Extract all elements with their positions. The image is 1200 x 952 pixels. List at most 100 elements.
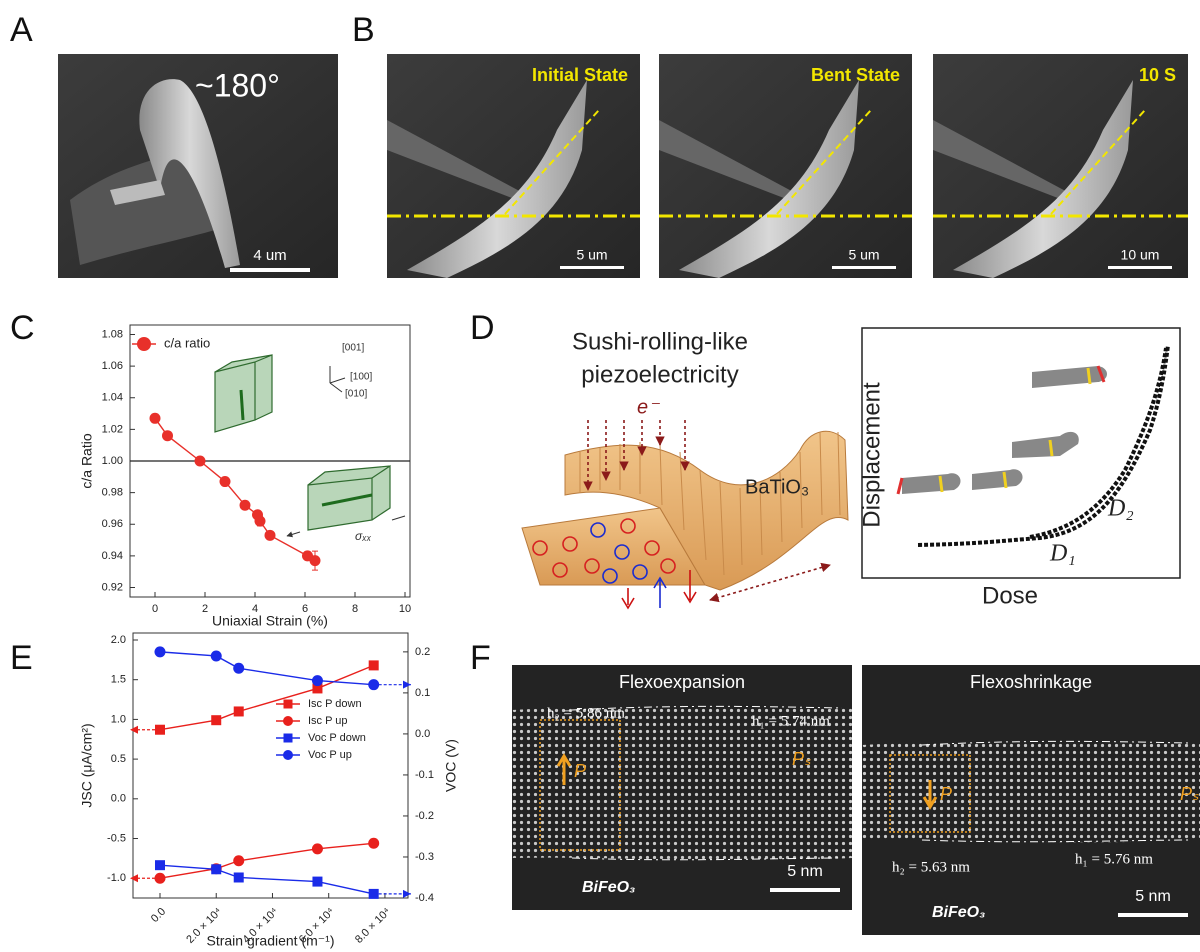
annotation: [010] <box>345 389 367 400</box>
lattice-band <box>862 740 1200 842</box>
marker <box>312 675 323 686</box>
scale-bar <box>832 266 896 269</box>
dipole-arrow <box>622 588 634 608</box>
marker <box>154 873 165 884</box>
schematic-title: Sushi-rolling-like <box>572 328 748 355</box>
y-tick-label: -0.5 <box>107 832 126 844</box>
series-line <box>160 652 374 685</box>
panel-label: A <box>10 11 33 49</box>
marker <box>369 660 379 670</box>
scale-label: 5 um <box>848 247 879 263</box>
x-tick-label: 8.0 × 10⁴ <box>353 906 393 946</box>
scale-bar <box>230 268 310 272</box>
marker <box>154 646 165 657</box>
y-tick-label: -0.4 <box>415 892 434 904</box>
y-tick-label: 0.0 <box>415 728 430 740</box>
image-background <box>387 54 640 278</box>
marker <box>368 838 379 849</box>
marker <box>162 430 173 441</box>
panel-label: B <box>352 11 375 49</box>
marker <box>220 476 231 487</box>
legend-marker <box>283 750 293 760</box>
polar-label: P <box>574 761 586 781</box>
legend-marker <box>283 716 293 726</box>
y-tick-label: 1.0 <box>111 713 126 725</box>
beam-label: e⁻ <box>637 396 660 418</box>
y-tick-label: 0.0 <box>111 793 126 805</box>
marker <box>312 843 323 854</box>
material-label: BiFeO₃ <box>932 904 985 921</box>
marker <box>368 679 379 690</box>
state-label: Initial State <box>532 65 628 85</box>
marker <box>234 706 244 716</box>
x-axis-label: Strain gradient (m⁻¹) <box>207 933 335 949</box>
marker <box>155 725 165 735</box>
x-tick-label: 0.0 <box>149 906 168 925</box>
curve-label: D₁ <box>1049 541 1076 567</box>
x-tick-label: 0 <box>152 603 158 615</box>
axis-pointer-head <box>403 681 411 689</box>
annotation: σₓₓ <box>355 529 372 543</box>
axis-pointer-head <box>130 874 138 882</box>
y-tick-label: -0.3 <box>415 851 434 863</box>
panel-label: E <box>10 639 33 677</box>
state-label: 10 S <box>1139 65 1176 85</box>
scale-label: 10 um <box>1121 247 1160 263</box>
y-tick-label: 1.00 <box>102 455 123 467</box>
marker <box>234 872 244 882</box>
schematic-d: Sushi-rolling-like piezoelectricity e⁻ B… <box>522 328 1180 609</box>
y-tick-label: 0.5 <box>111 753 126 765</box>
y-axis-label: JSC (μA/cm²) <box>79 723 95 807</box>
x-tick-label: 8 <box>352 603 358 615</box>
angle-label: ~180° <box>195 67 280 103</box>
image-title: Flexoshrinkage <box>970 672 1092 692</box>
y-tick-label: 0.94 <box>102 550 123 562</box>
panel-label: F <box>470 639 491 677</box>
y-tick-label: -0.1 <box>415 769 434 781</box>
y-tick-label: 2.0 <box>111 634 126 646</box>
axis-pointer-head <box>130 726 138 734</box>
sem-image-a: ~180° 4 um <box>58 54 338 278</box>
axis-label: Displacement <box>858 382 885 528</box>
sem-series-b: Initial State 5 um Bent State 5 um 10 S 10 um <box>387 54 1188 278</box>
y-tick-label: -1.0 <box>107 872 126 884</box>
marker <box>265 530 276 541</box>
marker <box>310 555 321 566</box>
legend-label: c/a ratio <box>164 335 210 350</box>
state-label: Bent State <box>811 65 900 85</box>
marker <box>240 500 251 511</box>
y-tick-label: 0.92 <box>102 581 123 593</box>
marker <box>255 516 266 527</box>
image-title: Flexoexpansion <box>619 672 745 692</box>
legend-label: Isc P up <box>308 715 348 727</box>
marker <box>211 650 222 661</box>
image-background <box>659 54 912 278</box>
material-label: BaTiO₃ <box>745 476 809 498</box>
ps-label: Pₛ <box>792 749 811 769</box>
x-tick-label: 10 <box>399 603 411 615</box>
series-line <box>155 418 315 560</box>
scale-bar <box>1118 913 1188 917</box>
scale-label: 5 um <box>576 247 607 263</box>
scale-bar <box>1108 266 1172 269</box>
y-tick-label: -0.2 <box>415 810 434 822</box>
scale-bar <box>770 888 840 892</box>
marker <box>195 456 206 467</box>
x-axis-label: Uniaxial Strain (%) <box>212 613 328 629</box>
legend-label: Isc P down <box>308 698 362 710</box>
annotation: [100] <box>350 372 372 383</box>
scale-label: 5 nm <box>1135 888 1171 905</box>
material-label: BiFeO₃ <box>582 879 635 896</box>
figure: A B C D E F ~180° 4 um Initial State5 um… <box>0 0 1200 952</box>
marker <box>211 864 221 874</box>
unit-cell <box>215 355 272 432</box>
scale-bar <box>560 266 624 269</box>
marker <box>312 877 322 887</box>
chart-c-insets: [001] [100] [010] σₓₓ <box>215 343 405 544</box>
roll-icons <box>898 366 1107 494</box>
y-tick-label: 1.5 <box>111 674 126 686</box>
panel-label: C <box>10 309 35 347</box>
axis-pointer-head <box>403 890 411 898</box>
legend-marker <box>137 337 151 351</box>
